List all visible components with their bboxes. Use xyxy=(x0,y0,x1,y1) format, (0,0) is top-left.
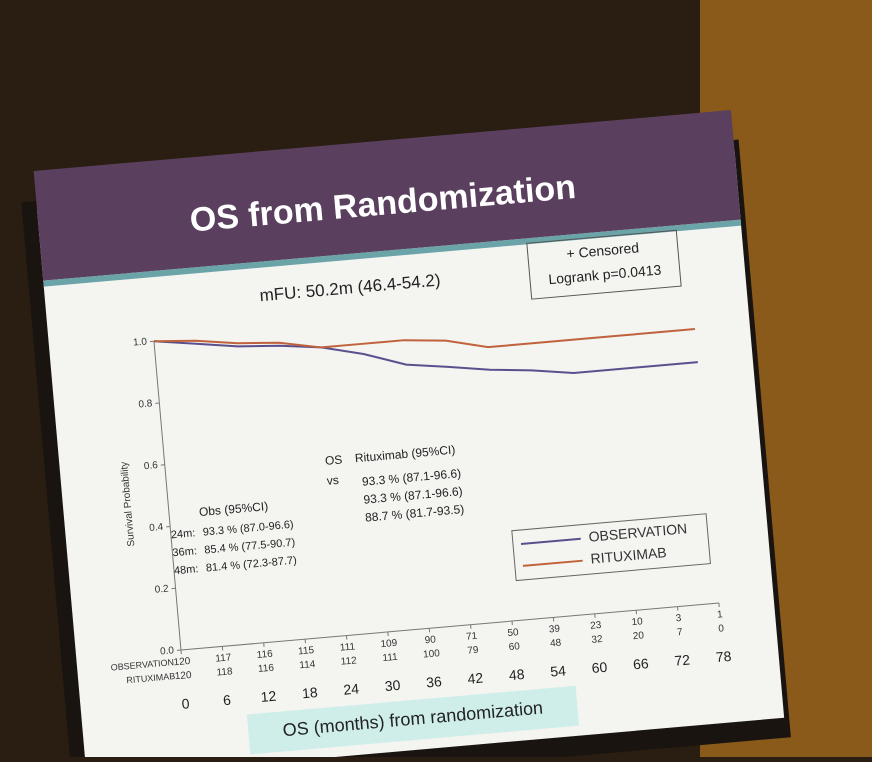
x-tick-label: 12 xyxy=(260,688,277,705)
x-tick-label: 18 xyxy=(301,684,318,701)
risk-count: 109 xyxy=(380,638,398,650)
x-tick-label: 78 xyxy=(715,648,732,665)
risk-count: 117 xyxy=(215,652,232,664)
y-tick-label: 1.0 xyxy=(133,336,148,348)
ci-vs: vs xyxy=(326,473,339,488)
x-tick-label: 60 xyxy=(591,659,608,676)
x-tick-label: 0 xyxy=(181,695,190,712)
x-tick-label: 48 xyxy=(508,666,525,683)
risk-count: 79 xyxy=(467,645,479,657)
x-tick-label: 66 xyxy=(632,655,649,672)
ci-time: 24m: xyxy=(170,527,195,541)
risk-count: 10 xyxy=(631,616,643,628)
risk-count: 111 xyxy=(339,641,356,653)
risk-count: 32 xyxy=(591,634,603,646)
ci-os: OS xyxy=(324,452,342,467)
risk-count: 120 xyxy=(173,656,191,668)
slide: OS from Randomization mFU: 50.2m (46.4-5… xyxy=(19,110,791,757)
risk-count: 120 xyxy=(174,670,192,682)
risk-count: 112 xyxy=(340,655,357,667)
x-tick-label: 6 xyxy=(222,692,231,709)
risk-count: 116 xyxy=(256,649,273,661)
risk-count: 48 xyxy=(550,637,562,649)
ci-time: 48m: xyxy=(174,563,199,577)
risk-count: 39 xyxy=(548,624,560,636)
risk-count: 23 xyxy=(590,620,602,632)
risk-count: 115 xyxy=(298,645,315,657)
risk-count: 90 xyxy=(424,634,436,646)
risk-count: 116 xyxy=(258,663,275,675)
risk-count: 20 xyxy=(632,630,644,642)
risk-count: 71 xyxy=(466,631,478,643)
y-tick-label: 0.2 xyxy=(154,584,169,596)
risk-count: 50 xyxy=(507,627,519,639)
x-tick-label: 30 xyxy=(384,677,401,694)
y-tick-label: 0.0 xyxy=(160,645,175,657)
x-tick-label: 36 xyxy=(425,673,442,690)
x-tick-label: 42 xyxy=(467,670,484,687)
y-tick-label: 0.4 xyxy=(149,522,164,534)
risk-count: 114 xyxy=(299,659,316,671)
y-tick-label: 0.8 xyxy=(138,398,153,410)
risk-count: 111 xyxy=(382,652,399,664)
ci-time: 36m: xyxy=(172,545,197,559)
risk-count: 118 xyxy=(216,666,233,678)
x-tick-label: 72 xyxy=(674,651,691,668)
x-tick-label: 24 xyxy=(343,680,360,697)
risk-count: 60 xyxy=(508,641,520,653)
x-tick-label: 54 xyxy=(550,662,567,679)
y-tick-label: 0.6 xyxy=(143,460,158,472)
risk-count: 100 xyxy=(423,648,441,660)
